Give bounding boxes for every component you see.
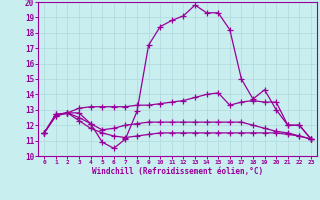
X-axis label: Windchill (Refroidissement éolien,°C): Windchill (Refroidissement éolien,°C) xyxy=(92,167,263,176)
